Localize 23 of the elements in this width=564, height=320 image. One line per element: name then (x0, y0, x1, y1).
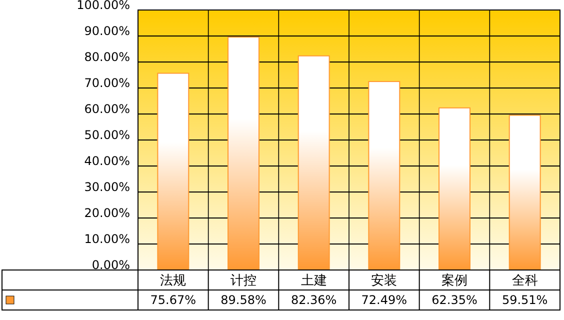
y-tick-label: 40.00% (84, 154, 130, 168)
x-tick-label: 案例 (442, 272, 468, 289)
x-tick-label: 计控 (230, 274, 256, 289)
y-tick-label: 90.00% (84, 24, 130, 38)
text: 82.36% (290, 293, 337, 308)
text: 62.35% (432, 293, 478, 308)
x-tick-label: 安装 (371, 272, 398, 289)
x-tick-label: 法规 (160, 274, 186, 289)
y-tick-label: 30.00% (84, 180, 130, 194)
y-tick-label: 50.00% (84, 128, 130, 142)
text: 59.51% (502, 293, 548, 308)
y-tick-label: 60.00% (84, 102, 130, 116)
text: 72.49% (361, 293, 408, 308)
text: 75.67% (150, 293, 196, 308)
y-tick-label: 70.00% (84, 76, 130, 90)
y-tick-label: 20.00% (84, 206, 130, 220)
y-tick-label: 80.00% (84, 50, 130, 64)
y-tick-label: 100.00% (76, 0, 130, 12)
text: 89.58% (220, 293, 266, 308)
x-tick-label: 土建 (300, 274, 327, 289)
y-tick-label: 0.00% (92, 258, 130, 272)
y-tick-label: 10.00% (84, 232, 130, 246)
x-tick-label: 全科 (512, 274, 538, 289)
